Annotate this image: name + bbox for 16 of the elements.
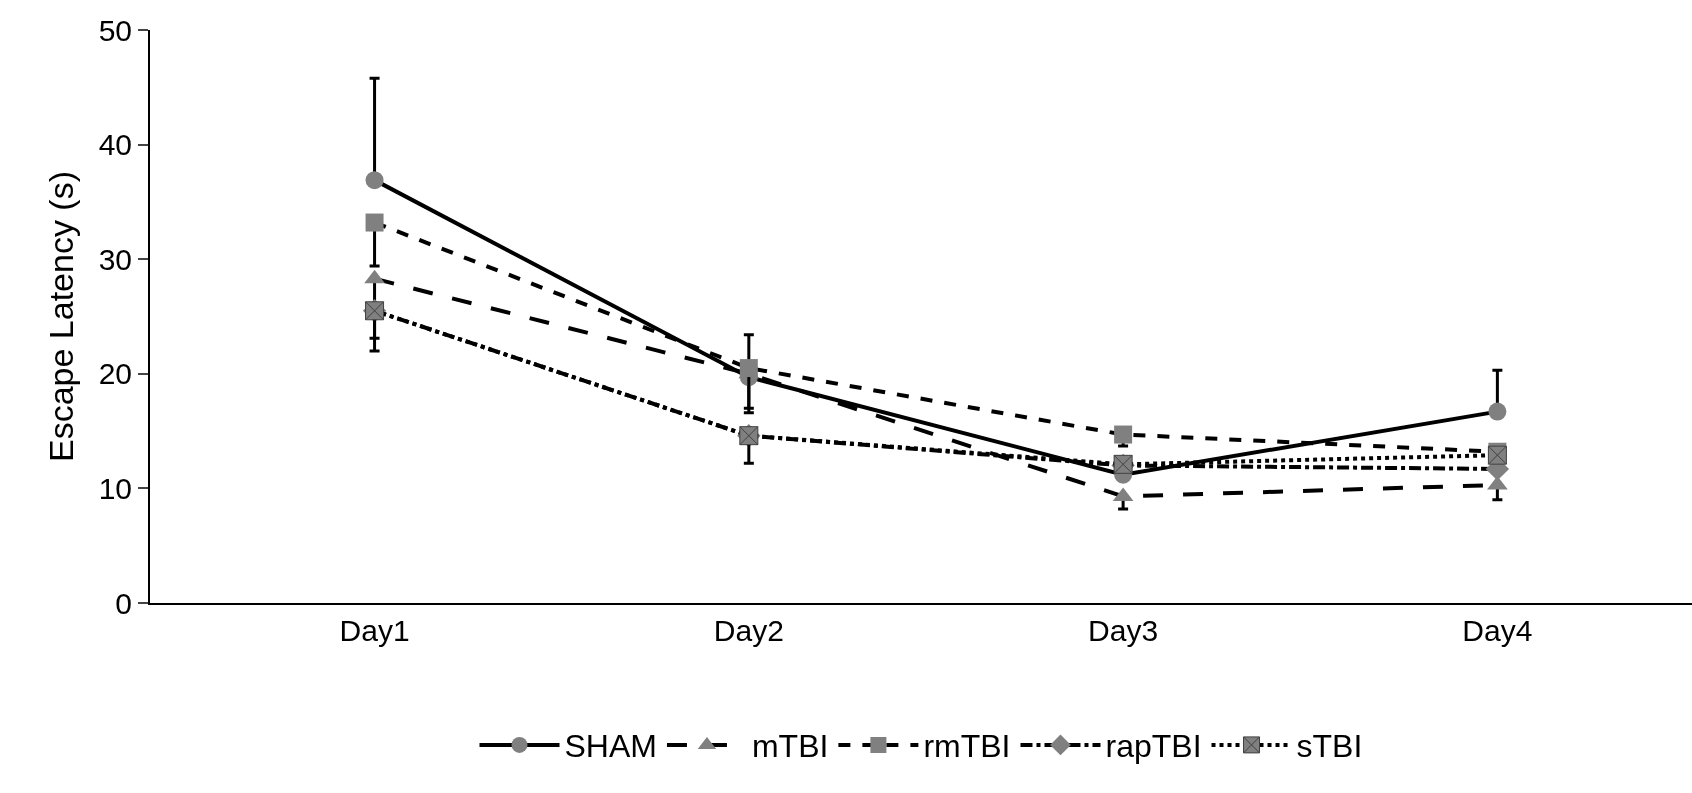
y-tick-label: 0 [115,586,132,620]
y-tick-label: 30 [98,242,132,276]
y-axis-title: Escape Latency (s) [41,170,80,463]
x-tick-label: Day3 [1088,614,1159,647]
x-tick-label: Day4 [1462,614,1533,647]
x-tick-label: Day1 [339,614,410,647]
legend-label: sTBI [1296,728,1363,765]
y-tick-label: 50 [98,13,132,47]
y-tick-label: 40 [98,128,132,162]
legend-label: mTBI [751,728,829,765]
legend-label: rapTBI [1105,728,1202,765]
legend-label: SHAM [564,728,657,765]
y-tick-label: 10 [98,471,132,505]
x-tick-label: Day2 [713,614,784,647]
legend-label: rmTBI [923,728,1011,765]
y-tick-label: 20 [98,357,132,391]
